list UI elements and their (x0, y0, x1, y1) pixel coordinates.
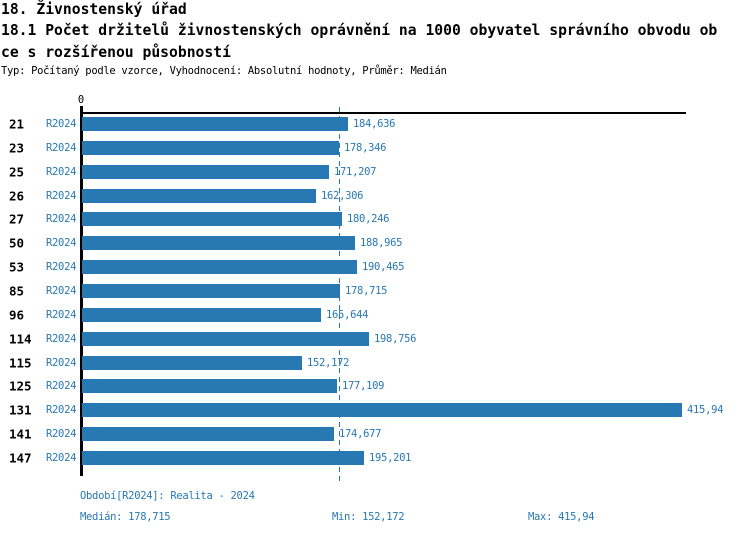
value-label: 190,465 (362, 261, 405, 273)
footer-period: Období[R2024]: Realita - 2024 (80, 490, 255, 502)
value-label: 188,965 (360, 237, 403, 249)
series-label: R2024 (46, 452, 77, 464)
footer-max: Max: 415,94 (528, 511, 595, 523)
category-label: 114 (9, 331, 32, 347)
report-subtitle-line1: 18.1 Počet držitelů živnostenských opráv… (1, 22, 718, 39)
series-label: R2024 (46, 357, 77, 369)
bar (82, 451, 364, 465)
bar-row: 50 R2024 188,965 (0, 235, 750, 251)
series-label: R2024 (46, 309, 77, 321)
bar-row: 23 R2024 178,346 (0, 140, 750, 156)
value-label: 177,109 (342, 380, 385, 392)
category-label: 85 (9, 283, 25, 299)
bar-row: 27 R2024 180,246 (0, 211, 750, 227)
category-label: 125 (9, 378, 32, 394)
bar-row: 131 R2024 415,94 (0, 402, 750, 418)
bar (82, 141, 339, 155)
report-title: 18. Živnostenský úřad (1, 1, 187, 18)
bar (82, 332, 369, 346)
category-label: 131 (9, 402, 32, 418)
bar (82, 403, 682, 417)
bar-row: 53 R2024 190,465 (0, 259, 750, 275)
bar-row: 114 R2024 198,756 (0, 331, 750, 347)
bar-row: 96 R2024 165,644 (0, 307, 750, 323)
bar-row: 25 R2024 171,207 (0, 164, 750, 180)
category-label: 25 (9, 164, 25, 180)
value-label: 162,306 (321, 190, 364, 202)
bar (82, 427, 334, 441)
value-label: 178,715 (345, 285, 388, 297)
value-label: 152,172 (307, 357, 350, 369)
series-label: R2024 (46, 428, 77, 440)
bar (82, 165, 329, 179)
series-label: R2024 (46, 404, 77, 416)
value-label: 178,346 (344, 142, 387, 154)
series-label: R2024 (46, 213, 77, 225)
series-label: R2024 (46, 166, 77, 178)
x-axis-line (80, 112, 686, 114)
axis-zero-label: 0 (77, 94, 85, 106)
y-axis-line (80, 106, 83, 476)
bar-row: 125 R2024 177,109 (0, 378, 750, 394)
series-label: R2024 (46, 333, 77, 345)
series-label: R2024 (46, 261, 77, 273)
series-label: R2024 (46, 380, 77, 392)
bar (82, 236, 355, 250)
category-label: 21 (9, 116, 25, 132)
series-label: R2024 (46, 237, 77, 249)
value-label: 171,207 (334, 166, 377, 178)
bar (82, 308, 321, 322)
category-label: 27 (9, 211, 25, 227)
footer-min: Min: 152,172 (332, 511, 405, 523)
bar-row: 141 R2024 174,677 (0, 426, 750, 442)
value-label: 415,94 (687, 404, 724, 416)
value-label: 180,246 (347, 213, 390, 225)
value-label: 195,201 (369, 452, 412, 464)
category-label: 115 (9, 355, 32, 371)
category-label: 26 (9, 188, 25, 204)
category-label: 96 (9, 307, 25, 323)
value-label: 174,677 (339, 428, 382, 440)
series-label: R2024 (46, 118, 77, 130)
series-label: R2024 (46, 142, 77, 154)
category-label: 23 (9, 140, 25, 156)
category-label: 141 (9, 426, 32, 442)
bar (82, 189, 316, 203)
report-meta: Typ: Počítaný podle vzorce, Vyhodnocení:… (1, 65, 447, 77)
report-subtitle-line2: ce s rozšířenou působností (1, 44, 231, 61)
bar (82, 117, 348, 131)
series-label: R2024 (46, 190, 77, 202)
value-label: 165,644 (326, 309, 369, 321)
series-label: R2024 (46, 285, 77, 297)
bar-row: 21 R2024 184,636 (0, 116, 750, 132)
bar-row: 85 R2024 178,715 (0, 283, 750, 299)
value-label: 184,636 (353, 118, 396, 130)
category-label: 53 (9, 259, 25, 275)
bar-row: 147 R2024 195,201 (0, 450, 750, 466)
category-label: 50 (9, 235, 25, 251)
bar (82, 260, 357, 274)
bar (82, 284, 340, 298)
bar (82, 212, 342, 226)
value-label: 198,756 (374, 333, 417, 345)
bar-row: 26 R2024 162,306 (0, 188, 750, 204)
bar-row: 115 R2024 152,172 (0, 355, 750, 371)
category-label: 147 (9, 450, 32, 466)
footer-median: Medián: 178,715 (80, 511, 171, 523)
bar (82, 356, 302, 370)
bar (82, 379, 337, 393)
